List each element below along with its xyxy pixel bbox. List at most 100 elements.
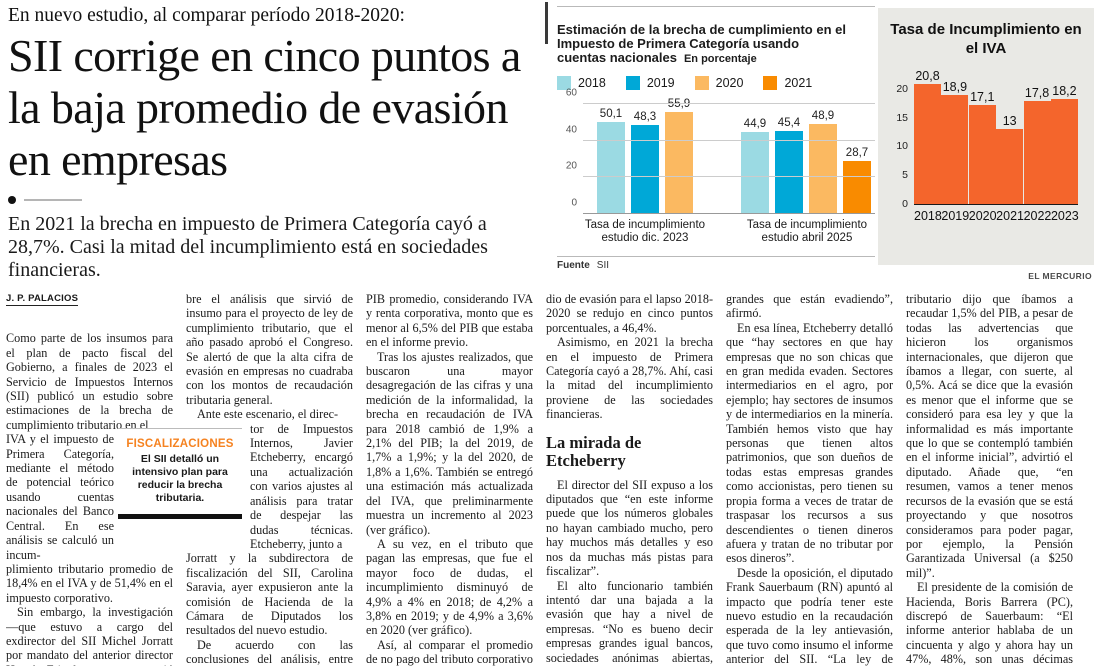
byline-text: J. P. PALACIOS [6,293,79,306]
paragraph: Jorratt y la subdirectora de fiscalizaci… [186,551,353,638]
deck-rule [8,196,542,205]
paragraph: Desde la oposición, el diputado Frank Sa… [726,565,893,666]
box-bottom-rule [118,514,242,519]
brand-credit: EL MERCURIO [1028,271,1092,281]
legend-label: 2021 [784,76,813,90]
y-tick-20: 20 [565,160,577,172]
legend-label: 2018 [578,76,606,90]
paragraph: El presidente de la comisión de Hacienda… [906,580,1073,666]
bar-column-2020: 48,9 [809,110,837,214]
bar-2021 [843,161,871,214]
chart-top-rule [557,6,875,7]
paragraph: Como parte de los insumos para el plan d… [6,331,173,432]
chart-legend: 2018 2019 2020 2021 [557,76,875,90]
iva-bar-column-2020: 17,1 [968,90,996,204]
paragraph: grandes que están evadiendo”, afirmó. [726,292,893,321]
iva-bar-column-2019: 18,9 [941,80,969,204]
iva-y-tick-10: 10 [896,140,908,153]
gridline-60 [583,103,875,104]
gridline-0 [583,213,875,214]
iva-bar-column-2018: 20,8 [914,69,941,204]
bar-group-2: 44,9 45,4 48,9 28,7 [741,110,871,214]
paragraph: Ante este escenario, el direc- [197,407,339,422]
box-top-rule [118,428,242,429]
bar-value-label: 48,3 [633,111,657,124]
bar-column-2020: 55,9 [665,98,693,214]
kicker: En nuevo estudio, al comparar período 20… [8,5,405,26]
iva-y-tick-0: 0 [902,198,908,210]
bar-2020 [809,124,837,214]
bar-2018 [597,122,625,214]
bar-value-label: 28,7 [845,147,869,160]
bar-group-1: 50,1 48,3 55,9 [597,98,693,214]
iva-bar-2022 [1023,101,1051,204]
group-label-1: Tasa de incumplimiento estudio dic. 2023 [584,219,706,244]
chart-subtitle: En porcentaje [683,53,757,65]
chart-primera-categoria: Estimación de la brecha de cumplimiento … [557,6,875,271]
chart-x-labels: Tasa de incumplimiento estudio dic. 2023… [557,219,875,245]
gridline-40 [583,139,875,141]
iva-bar-2021 [996,129,1024,204]
legend-item-2018: 2018 [557,76,606,90]
iva-bar-2018 [914,84,941,204]
legend-swatch-2019 [625,76,640,90]
iva-bar-2020 [968,105,996,204]
bar-groups: 50,1 48,3 55,9 44,9 45,4 48,9 28,7 [583,98,875,214]
chart-title-text: Estimación de la brecha de cumplimiento … [557,22,846,65]
fiscalizaciones-box: FISCALIZACIONES El SII detalló un intens… [118,428,242,519]
paragraph: tor de Impuestos Internos, Javier Etcheb… [250,421,353,551]
box-label: FISCALIZACIONES [126,438,234,450]
box-text: El SII detalló un intensivo plan para re… [132,453,228,504]
legend-swatch-2020 [694,76,709,90]
paragraph: IVA y el impuesto de Primera Categoría, … [6,432,114,562]
iva-bar-value: 18,9 [942,80,968,95]
iva-x-label-2020: 2020 [968,209,997,223]
bar-column-2019: 48,3 [631,111,659,214]
rule-line [24,199,82,202]
y-tick-40: 40 [565,124,577,136]
bar-column-2019: 45,4 [775,117,803,214]
legend-item-2021: 2021 [763,76,812,90]
article-column-5: grandes que están evadiendo”, afirmó. En … [726,292,893,666]
bar-value-label: 50,1 [599,108,623,121]
article-column-6: tributario dijo que íbamos a recaudar 1,… [906,292,1073,666]
legend-label: 2019 [646,76,675,90]
iva-bar-value: 17,8 [1024,86,1050,101]
iva-x-label-2019: 2019 [941,209,970,223]
headline: SII corrige en cinco puntos a la baja pr… [8,30,521,186]
vertical-rule [545,2,548,44]
iva-bar-value: 17,1 [970,90,995,105]
article-body: J. P. PALACIOS Como parte de los insumos … [6,292,1094,666]
source-value: SII [596,260,610,271]
iva-y-tick-5: 5 [902,169,908,182]
legend-swatch-2018 [557,76,571,90]
article-column-3: PIB promedio, considerando IVA y renta c… [366,292,533,666]
article-column-4: dio de evasión para el lapso 2018-2020 s… [546,292,713,666]
section-subhead: La mirada de Etcheberry [546,432,642,470]
bar-column-2021: 28,7 [843,147,871,214]
iva-bar-column-2022: 17,8 [1023,86,1051,204]
article-column-1: J. P. PALACIOS Como parte de los insumos … [6,292,173,666]
chart-title: Estimación de la brecha de cumplimiento … [557,23,847,66]
iva-x-label-2022: 2022 [1023,209,1052,223]
paragraph: De acuerdo con las conclusiones del anál… [186,637,353,666]
legend-swatch-2021 [763,76,778,90]
iva-bar-value: 13 [1002,114,1017,129]
iva-year-labels: 2018 2019 2020 2021 2022 2023 [914,209,1079,223]
subheadline: En 2021 la brecha en impuesto de Primera… [8,213,488,282]
source-label: Fuente [557,260,590,271]
paragraph: El alto funcionario también intentó dar … [546,578,713,666]
bar-value-label: 45,4 [777,116,801,129]
iva-y-tick-15: 15 [896,111,908,124]
paragraph: Sin embargo, la investigación —que estuv… [6,605,173,666]
paragraph: Así, al comparar el promedio de no pago … [366,637,533,666]
iva-x-label-2018: 2018 [914,209,942,223]
bar-2018 [741,131,769,214]
paragraph: tributario dijo que íbamos a recaudar 1,… [906,292,1073,580]
iva-bar-column-2021: 13 [996,114,1024,204]
bullet-icon [8,196,16,205]
iva-x-label-2021: 2021 [996,209,1024,223]
iva-x-label-2023: 2023 [1050,209,1079,223]
chart-plot-area: 50,1 48,3 55,9 44,9 45,4 48,9 28,7 0 20 40 60 [566,88,875,214]
